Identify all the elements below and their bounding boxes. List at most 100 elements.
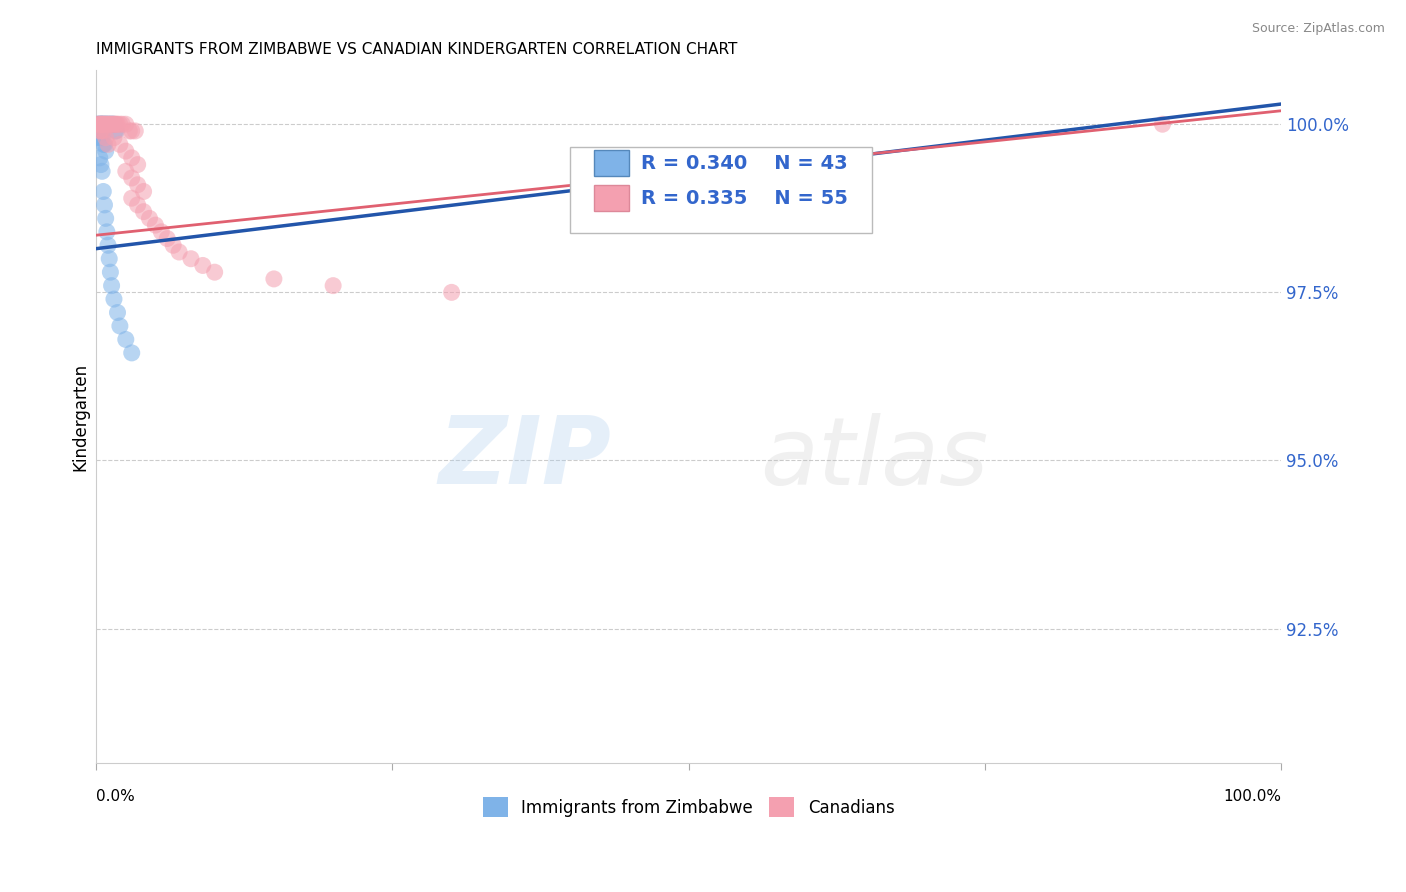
Point bbox=[94, 117, 117, 131]
Point bbox=[91, 137, 114, 152]
Point bbox=[103, 117, 125, 131]
Point bbox=[191, 259, 214, 273]
Point bbox=[93, 117, 115, 131]
Point bbox=[98, 117, 121, 131]
Point bbox=[180, 252, 202, 266]
Point bbox=[440, 285, 463, 300]
Point bbox=[90, 117, 112, 131]
Point bbox=[114, 333, 136, 347]
Point bbox=[156, 231, 179, 245]
Point bbox=[93, 137, 115, 152]
Point bbox=[96, 117, 118, 131]
Point bbox=[96, 225, 118, 239]
Point bbox=[90, 124, 112, 138]
Point bbox=[91, 130, 114, 145]
Text: 0.0%: 0.0% bbox=[96, 789, 135, 805]
Point bbox=[114, 164, 136, 178]
Point bbox=[132, 204, 155, 219]
Point bbox=[105, 117, 128, 131]
Text: ZIP: ZIP bbox=[439, 412, 612, 504]
Point bbox=[94, 130, 117, 145]
Point bbox=[108, 137, 131, 152]
Point bbox=[86, 117, 108, 131]
Point bbox=[89, 117, 111, 131]
Point bbox=[89, 124, 111, 138]
Point bbox=[89, 130, 111, 145]
Point bbox=[100, 117, 122, 131]
Point bbox=[114, 117, 136, 131]
Point bbox=[121, 346, 143, 360]
Point bbox=[100, 117, 122, 131]
Point bbox=[94, 117, 117, 131]
Point bbox=[105, 124, 128, 138]
Point bbox=[87, 117, 110, 131]
Point bbox=[90, 130, 112, 145]
Point bbox=[89, 151, 111, 165]
Text: atlas: atlas bbox=[759, 413, 988, 504]
Point bbox=[118, 124, 141, 138]
Point bbox=[107, 305, 129, 319]
Point bbox=[91, 117, 114, 131]
Point bbox=[87, 117, 110, 131]
Point bbox=[100, 278, 122, 293]
Point bbox=[98, 117, 121, 131]
Point bbox=[103, 130, 125, 145]
Point bbox=[94, 117, 117, 131]
Point bbox=[111, 117, 134, 131]
Point bbox=[1152, 117, 1174, 131]
Point bbox=[101, 117, 124, 131]
Text: IMMIGRANTS FROM ZIMBABWE VS CANADIAN KINDERGARTEN CORRELATION CHART: IMMIGRANTS FROM ZIMBABWE VS CANADIAN KIN… bbox=[96, 42, 738, 57]
Point bbox=[145, 218, 167, 232]
Point bbox=[121, 191, 143, 205]
Point bbox=[103, 292, 125, 306]
Point bbox=[150, 225, 173, 239]
Point bbox=[104, 124, 127, 138]
Text: Source: ZipAtlas.com: Source: ZipAtlas.com bbox=[1251, 22, 1385, 36]
Point bbox=[103, 117, 125, 131]
Point bbox=[108, 117, 131, 131]
Point bbox=[108, 318, 131, 333]
Point bbox=[91, 185, 114, 199]
Point bbox=[100, 265, 122, 279]
FancyBboxPatch shape bbox=[569, 146, 872, 233]
Point bbox=[96, 117, 118, 131]
Point bbox=[132, 185, 155, 199]
Point bbox=[204, 265, 226, 279]
Point bbox=[97, 117, 120, 131]
Point bbox=[94, 211, 117, 226]
Point bbox=[104, 117, 127, 131]
Point bbox=[114, 144, 136, 158]
Point bbox=[90, 117, 112, 131]
Point bbox=[90, 117, 112, 131]
Point bbox=[98, 252, 121, 266]
Point bbox=[127, 178, 149, 192]
Point bbox=[91, 117, 114, 131]
Point bbox=[322, 278, 344, 293]
Point bbox=[89, 117, 111, 131]
Point bbox=[263, 272, 285, 286]
Point bbox=[124, 124, 146, 138]
Point bbox=[100, 117, 122, 131]
Point bbox=[91, 117, 114, 131]
Bar bbox=[593, 150, 630, 177]
Point bbox=[101, 117, 124, 131]
Point bbox=[91, 164, 114, 178]
Point bbox=[97, 137, 120, 152]
Point bbox=[107, 117, 129, 131]
Point bbox=[121, 151, 143, 165]
Point bbox=[97, 238, 120, 252]
Point bbox=[121, 171, 143, 186]
Point bbox=[97, 117, 120, 131]
Point bbox=[94, 144, 117, 158]
Point bbox=[91, 124, 114, 138]
Point bbox=[93, 117, 115, 131]
Point bbox=[162, 238, 184, 252]
Point bbox=[127, 198, 149, 212]
Point bbox=[91, 117, 114, 131]
Point bbox=[91, 117, 114, 131]
Text: R = 0.340    N = 43: R = 0.340 N = 43 bbox=[641, 154, 848, 173]
Bar bbox=[593, 185, 630, 211]
Y-axis label: Kindergarten: Kindergarten bbox=[72, 363, 89, 471]
Point bbox=[91, 117, 114, 131]
Point bbox=[90, 158, 112, 172]
